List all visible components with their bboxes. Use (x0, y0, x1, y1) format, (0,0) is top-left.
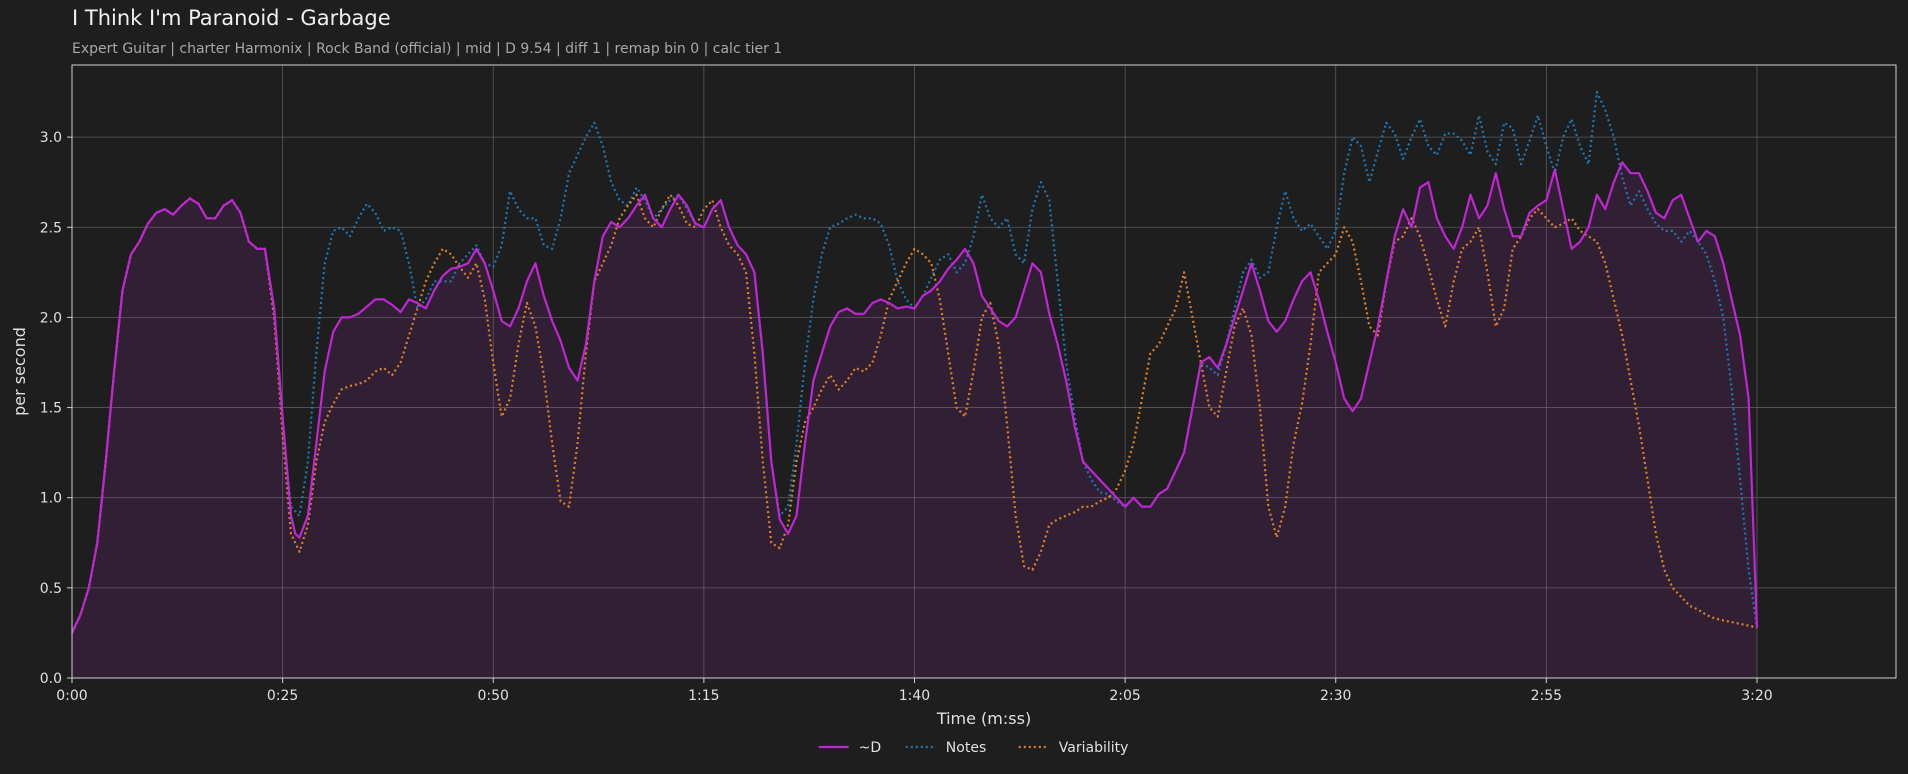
y-tick-label: 2.0 (40, 310, 62, 326)
x-axis-ticks: 0:00 0:25 0:50 1:15 1:40 2:05 2:30 2:55 3:20 (56, 678, 1773, 704)
y-tick-label: 3.0 (40, 130, 62, 146)
x-tick-label: 3:20 (1741, 688, 1772, 704)
y-tick-label: 0.0 (40, 671, 62, 687)
y-tick-label: 1.5 (40, 401, 62, 417)
series-lines (71, 90, 1759, 634)
legend-label: ~D (859, 740, 882, 756)
legend: ~D Notes Variability (818, 740, 1129, 756)
y-axis-ticks: 0.0 0.5 1.0 1.5 2.0 2.5 3.0 (40, 130, 72, 687)
y-axis-label: per second (10, 327, 29, 416)
chart-subtitle: Expert Guitar | charter Harmonix | Rock … (72, 41, 783, 57)
x-axis-label: Time (m:ss) (936, 709, 1031, 728)
plot-frame (71, 64, 1897, 679)
x-tick-label: 1:15 (688, 688, 719, 704)
x-tick-label: 0:50 (478, 688, 509, 704)
series-line-0 (71, 161, 1759, 634)
series-line-2 (71, 193, 1758, 634)
y-tick-label: 0.5 (40, 581, 62, 597)
x-tick-label: 1:40 (899, 688, 930, 704)
x-tick-label: 2:05 (1109, 688, 1140, 704)
y-tick-label: 2.5 (40, 220, 62, 236)
x-tick-label: 0:25 (267, 688, 298, 704)
x-tick-label: 2:30 (1320, 688, 1351, 704)
legend-label: Variability (1059, 740, 1129, 756)
chart-title: I Think I'm Paranoid - Garbage (72, 6, 391, 30)
x-tick-label: 2:55 (1531, 688, 1562, 704)
x-tick-label: 0:00 (56, 688, 87, 704)
y-tick-label: 1.0 (40, 491, 62, 507)
legend-label: Notes (946, 740, 986, 756)
